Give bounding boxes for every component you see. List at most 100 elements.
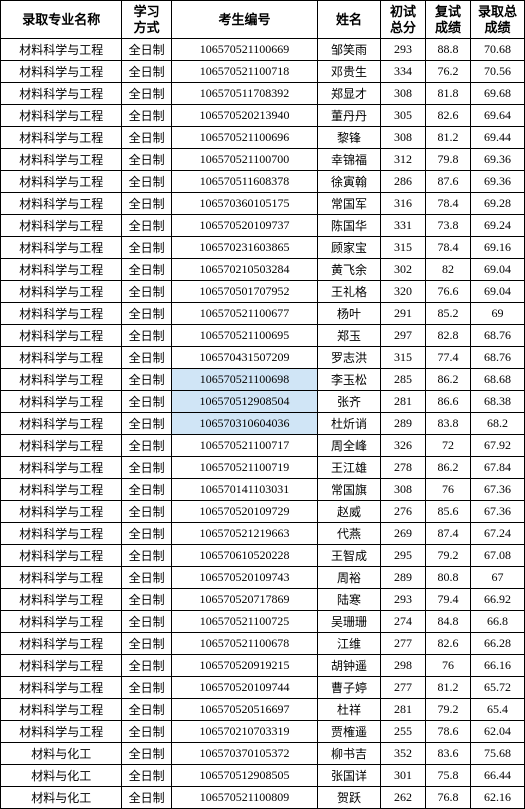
cell-score2: 87.4 (426, 523, 471, 545)
cell-score1: 297 (381, 325, 426, 347)
cell-mode: 全日制 (122, 347, 171, 369)
table-row: 材料与化工全日制106570521100809贺跃26276.862.16 (1, 787, 525, 809)
cell-score3: 67.84 (470, 457, 524, 479)
cell-major: 材料科学与工程 (1, 699, 122, 721)
cell-major: 材料科学与工程 (1, 237, 122, 259)
cell-score3: 69.64 (470, 105, 524, 127)
cell-name: 董丹丹 (318, 105, 381, 127)
cell-mode: 全日制 (122, 171, 171, 193)
cell-score2: 82.6 (426, 105, 471, 127)
cell-examid: 106570520109729 (171, 501, 317, 523)
cell-major: 材料科学与工程 (1, 127, 122, 149)
cell-major: 材料科学与工程 (1, 457, 122, 479)
cell-major: 材料科学与工程 (1, 611, 122, 633)
cell-name: 罗志洪 (318, 347, 381, 369)
table-row: 材料科学与工程全日制106570520717869陆寒29379.466.92 (1, 589, 525, 611)
table-row: 材料科学与工程全日制106570520213940董丹丹30582.669.64 (1, 105, 525, 127)
header-name: 姓名 (318, 1, 381, 39)
cell-score1: 262 (381, 787, 426, 809)
cell-score1: 293 (381, 39, 426, 61)
cell-mode: 全日制 (122, 61, 171, 83)
cell-score1: 286 (381, 171, 426, 193)
cell-score3: 62.04 (470, 721, 524, 743)
cell-name: 周裕 (318, 567, 381, 589)
cell-name: 周全峰 (318, 435, 381, 457)
cell-score3: 67.08 (470, 545, 524, 567)
table-row: 材料科学与工程全日制106570512908504张齐28186.668.38 (1, 391, 525, 413)
cell-score1: 277 (381, 677, 426, 699)
cell-score1: 308 (381, 83, 426, 105)
cell-score1: 295 (381, 545, 426, 567)
cell-major: 材料科学与工程 (1, 171, 122, 193)
cell-name: 陈国华 (318, 215, 381, 237)
cell-name: 张国详 (318, 765, 381, 787)
cell-score3: 69.24 (470, 215, 524, 237)
table-row: 材料科学与工程全日制106570511708392郑显才30881.869.68 (1, 83, 525, 105)
cell-score1: 276 (381, 501, 426, 523)
cell-examid: 106570512908504 (171, 391, 317, 413)
cell-score2: 72 (426, 435, 471, 457)
cell-examid: 106570501707952 (171, 281, 317, 303)
cell-mode: 全日制 (122, 655, 171, 677)
cell-examid: 106570520213940 (171, 105, 317, 127)
cell-score1: 278 (381, 457, 426, 479)
header-score2: 复试成绩 (426, 1, 471, 39)
cell-score1: 255 (381, 721, 426, 743)
cell-name: 张齐 (318, 391, 381, 413)
cell-score1: 352 (381, 743, 426, 765)
cell-score3: 62.16 (470, 787, 524, 809)
cell-major: 材料与化工 (1, 787, 122, 809)
cell-mode: 全日制 (122, 677, 171, 699)
cell-major: 材料科学与工程 (1, 567, 122, 589)
cell-score3: 68.2 (470, 413, 524, 435)
cell-examid: 106570521100719 (171, 457, 317, 479)
table-row: 材料科学与工程全日制106570610520228王智成29579.267.08 (1, 545, 525, 567)
cell-examid: 106570521100725 (171, 611, 317, 633)
cell-name: 王智成 (318, 545, 381, 567)
cell-score1: 269 (381, 523, 426, 545)
cell-mode: 全日制 (122, 259, 171, 281)
cell-score1: 308 (381, 127, 426, 149)
cell-major: 材料科学与工程 (1, 259, 122, 281)
cell-score3: 68.76 (470, 347, 524, 369)
cell-score1: 289 (381, 413, 426, 435)
cell-major: 材料科学与工程 (1, 435, 122, 457)
table-row: 材料科学与工程全日制106570360105175常国军31678.469.28 (1, 193, 525, 215)
table-row: 材料科学与工程全日制106570521100695郑玉29782.868.76 (1, 325, 525, 347)
cell-mode: 全日制 (122, 589, 171, 611)
cell-score2: 86.2 (426, 369, 471, 391)
table-row: 材料科学与工程全日制106570521100698李玉松28586.268.68 (1, 369, 525, 391)
cell-score2: 82 (426, 259, 471, 281)
table-row: 材料科学与工程全日制106570521100719王江雄27886.267.84 (1, 457, 525, 479)
cell-score3: 66.16 (470, 655, 524, 677)
cell-score3: 68.38 (470, 391, 524, 413)
cell-score2: 78.6 (426, 721, 471, 743)
cell-name: 胡钟遥 (318, 655, 381, 677)
cell-score1: 326 (381, 435, 426, 457)
cell-mode: 全日制 (122, 303, 171, 325)
table-row: 材料科学与工程全日制106570520109743周裕28980.867 (1, 567, 525, 589)
cell-score2: 76.2 (426, 61, 471, 83)
table-row: 材料科学与工程全日制106570521100669邹笑雨29388.870.68 (1, 39, 525, 61)
table-row: 材料科学与工程全日制106570521100700幸锦福31279.869.36 (1, 149, 525, 171)
cell-mode: 全日制 (122, 721, 171, 743)
cell-score3: 69.44 (470, 127, 524, 149)
table-row: 材料科学与工程全日制106570520919215胡钟遥2987666.16 (1, 655, 525, 677)
cell-examid: 106570521100696 (171, 127, 317, 149)
cell-major: 材料科学与工程 (1, 105, 122, 127)
cell-mode: 全日制 (122, 567, 171, 589)
cell-major: 材料科学与工程 (1, 215, 122, 237)
cell-name: 杨叶 (318, 303, 381, 325)
table-row: 材料科学与工程全日制106570511608378徐寅翰28687.669.36 (1, 171, 525, 193)
cell-score3: 67.92 (470, 435, 524, 457)
cell-score1: 316 (381, 193, 426, 215)
cell-mode: 全日制 (122, 523, 171, 545)
cell-score3: 66.92 (470, 589, 524, 611)
cell-examid: 106570210503284 (171, 259, 317, 281)
cell-score2: 81.2 (426, 127, 471, 149)
header-row: 录取专业名称 学习方式 考生编号 姓名 初试总分 复试成绩 录取总成绩 (1, 1, 525, 39)
cell-score3: 69.36 (470, 149, 524, 171)
cell-major: 材料科学与工程 (1, 633, 122, 655)
cell-examid: 106570521100678 (171, 633, 317, 655)
cell-name: 曹子婷 (318, 677, 381, 699)
